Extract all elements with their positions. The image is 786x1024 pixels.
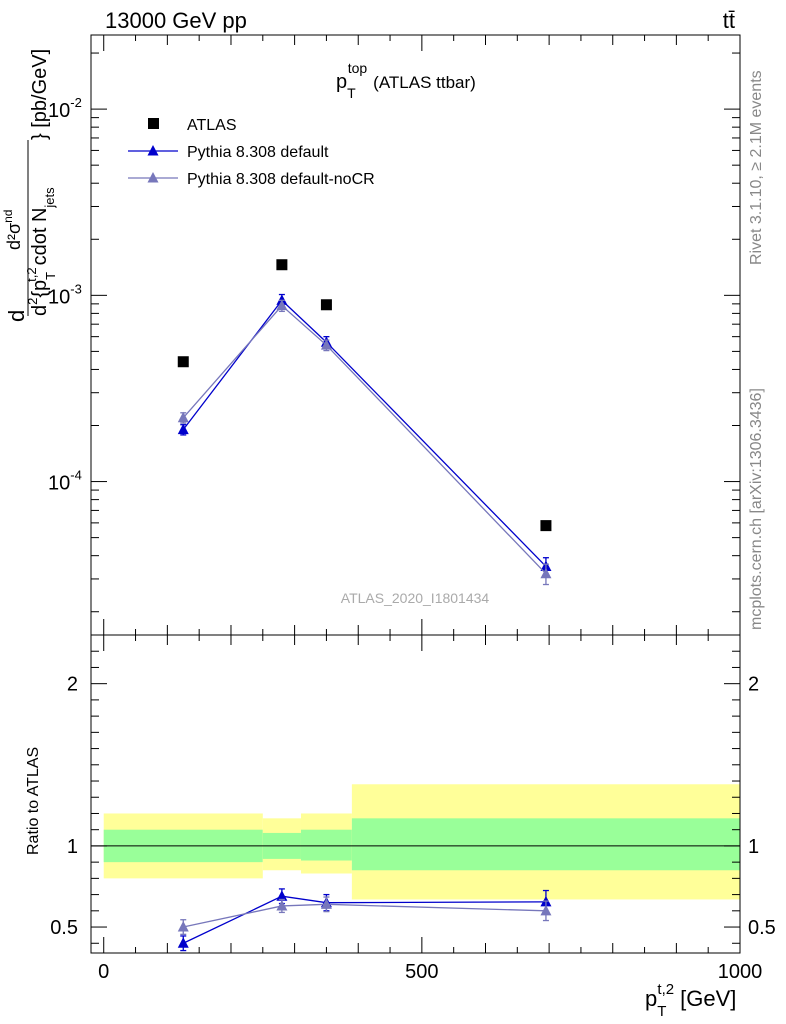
y-tick-label: 10-4 (48, 468, 82, 495)
ratio-bands (91, 784, 740, 900)
x-tick-label: 500 (405, 961, 438, 983)
legend-marker (147, 172, 159, 183)
title-rest: (ATLAS ttbar) (373, 73, 476, 92)
ratio-series-group (177, 888, 552, 952)
data-point-mc (320, 339, 332, 350)
x-tick-label: 1000 (718, 961, 763, 983)
ylabel-d: d (4, 310, 29, 322)
legend-label: ATLAS (187, 117, 237, 134)
data-point-mc (177, 423, 189, 435)
ratio-y-tick-label-right: 2 (748, 674, 759, 696)
rivet-label: Rivet 3.1.10, ≥ 2.1M events (748, 70, 765, 265)
legend-marker (147, 145, 159, 156)
ratio-data-point (177, 921, 189, 932)
uncertainty-band-inner (300, 829, 352, 861)
ratio-series-line-0 (182, 895, 546, 944)
ratio-y-tick-label: 2 (67, 674, 78, 696)
ylabel-numerator: d²σnd (1, 210, 24, 250)
title-sub: T (347, 85, 356, 101)
analysis-watermark: ATLAS_2020_I1801434 (341, 590, 490, 606)
main-ylabel: d d²σnd d2{pTt,2cdot Njets } [pb/GeV] (1, 49, 58, 322)
ratio-ylabel: Ratio to ATLAS (25, 747, 42, 855)
x-axis-label: pTt,2 [GeV] (645, 981, 736, 1020)
ratio-data-point (276, 890, 288, 901)
ratio-axis-ticks: 0.5 0.5 1 1 2 2 0 500 1000 (50, 635, 776, 983)
y-tick-label: 10-3 (48, 281, 82, 308)
data-point-mc (177, 411, 189, 423)
title-sup: top (348, 60, 368, 76)
ratio-y-tick-label-right: 1 (748, 836, 759, 858)
header-left-label: 13000 GeV pp (105, 8, 247, 33)
ratio-y-tick-label: 1 (67, 836, 78, 858)
ratio-panel-frame (90, 634, 741, 954)
ratio-data-point (320, 898, 332, 909)
ratio-data-point (177, 937, 189, 948)
main-series-group (177, 259, 552, 586)
header-right-label: tt̄ (723, 8, 735, 33)
x-tick-label: 0 (98, 961, 109, 983)
data-point-mc (276, 299, 288, 311)
title-base: p (336, 71, 347, 93)
data-point-mc (540, 567, 552, 579)
ratio-y-tick-label: 0.5 (50, 917, 78, 939)
legend-label: Pythia 8.308 default (187, 144, 329, 161)
series-line-2 (182, 304, 547, 575)
legend-marker (148, 118, 159, 129)
ratio-data-point (276, 899, 288, 911)
y-tick-label: 10-2 (48, 95, 82, 122)
ylabel-units: } [pb/GeV] (29, 49, 51, 140)
mcplots-label: mcplots.cern.ch [arXiv:1306.3436] (748, 388, 765, 630)
ratio-data-point (540, 904, 552, 916)
ylabel-denominator: d2{pTt,2cdot Njets (24, 187, 58, 316)
data-point-atlas (540, 520, 552, 532)
data-point-atlas (320, 299, 332, 311)
data-point-atlas (276, 259, 288, 271)
data-point-mc (276, 294, 288, 305)
ratio-series-line-1 (183, 903, 546, 928)
ratio-y-tick-label-right: 0.5 (748, 917, 776, 939)
main-title: pTtop (ATLAS ttbar) (336, 60, 476, 101)
uncertainty-band-inner (351, 818, 740, 871)
main-axis-ticks: 10-2 10-3 10-4 (48, 35, 741, 635)
legend-label: Pythia 8.308 default-noCR (187, 171, 375, 188)
legend: ATLAS Pythia 8.308 default Pythia 8.308 de… (128, 117, 375, 188)
series-line-1 (182, 299, 547, 567)
data-point-atlas (177, 356, 189, 368)
